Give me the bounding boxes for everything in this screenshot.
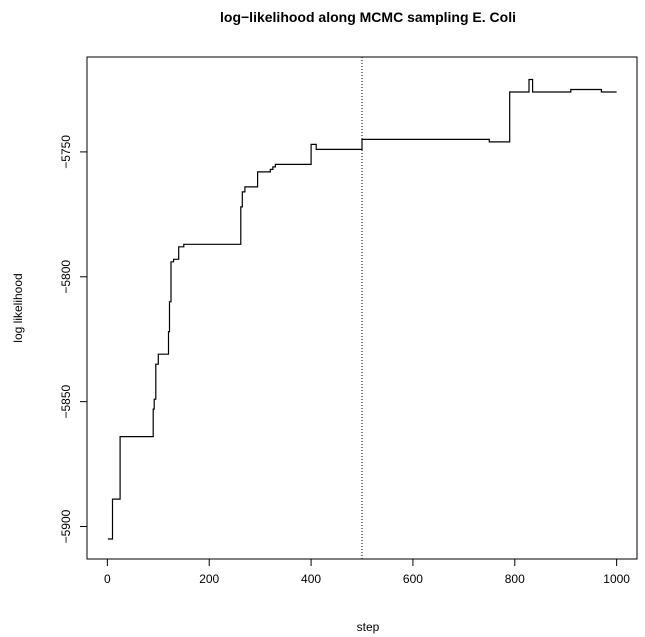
x-tick-label: 1000 [603, 572, 630, 586]
y-tick-label: −5850 [59, 384, 73, 418]
x-tick-label: 0 [104, 572, 111, 586]
x-axis: 0 200 400 600 800 1000 [104, 558, 630, 586]
x-tick-label: 600 [403, 572, 423, 586]
y-axis: −5900 −5850 −5800 −5750 [59, 135, 88, 543]
y-tick-label: −5800 [59, 260, 73, 294]
series-line [107, 78, 617, 540]
y-tick-label: −5750 [59, 135, 73, 169]
chart-title: log−likelihood along MCMC sampling E. Co… [220, 9, 516, 25]
y-axis-label: log likelihood [11, 273, 25, 342]
y-tick-label: −5900 [59, 509, 73, 543]
x-tick-label: 800 [505, 572, 525, 586]
x-tick-label: 200 [199, 572, 219, 586]
x-axis-label: step [357, 620, 380, 634]
x-tick-label: 400 [301, 572, 321, 586]
